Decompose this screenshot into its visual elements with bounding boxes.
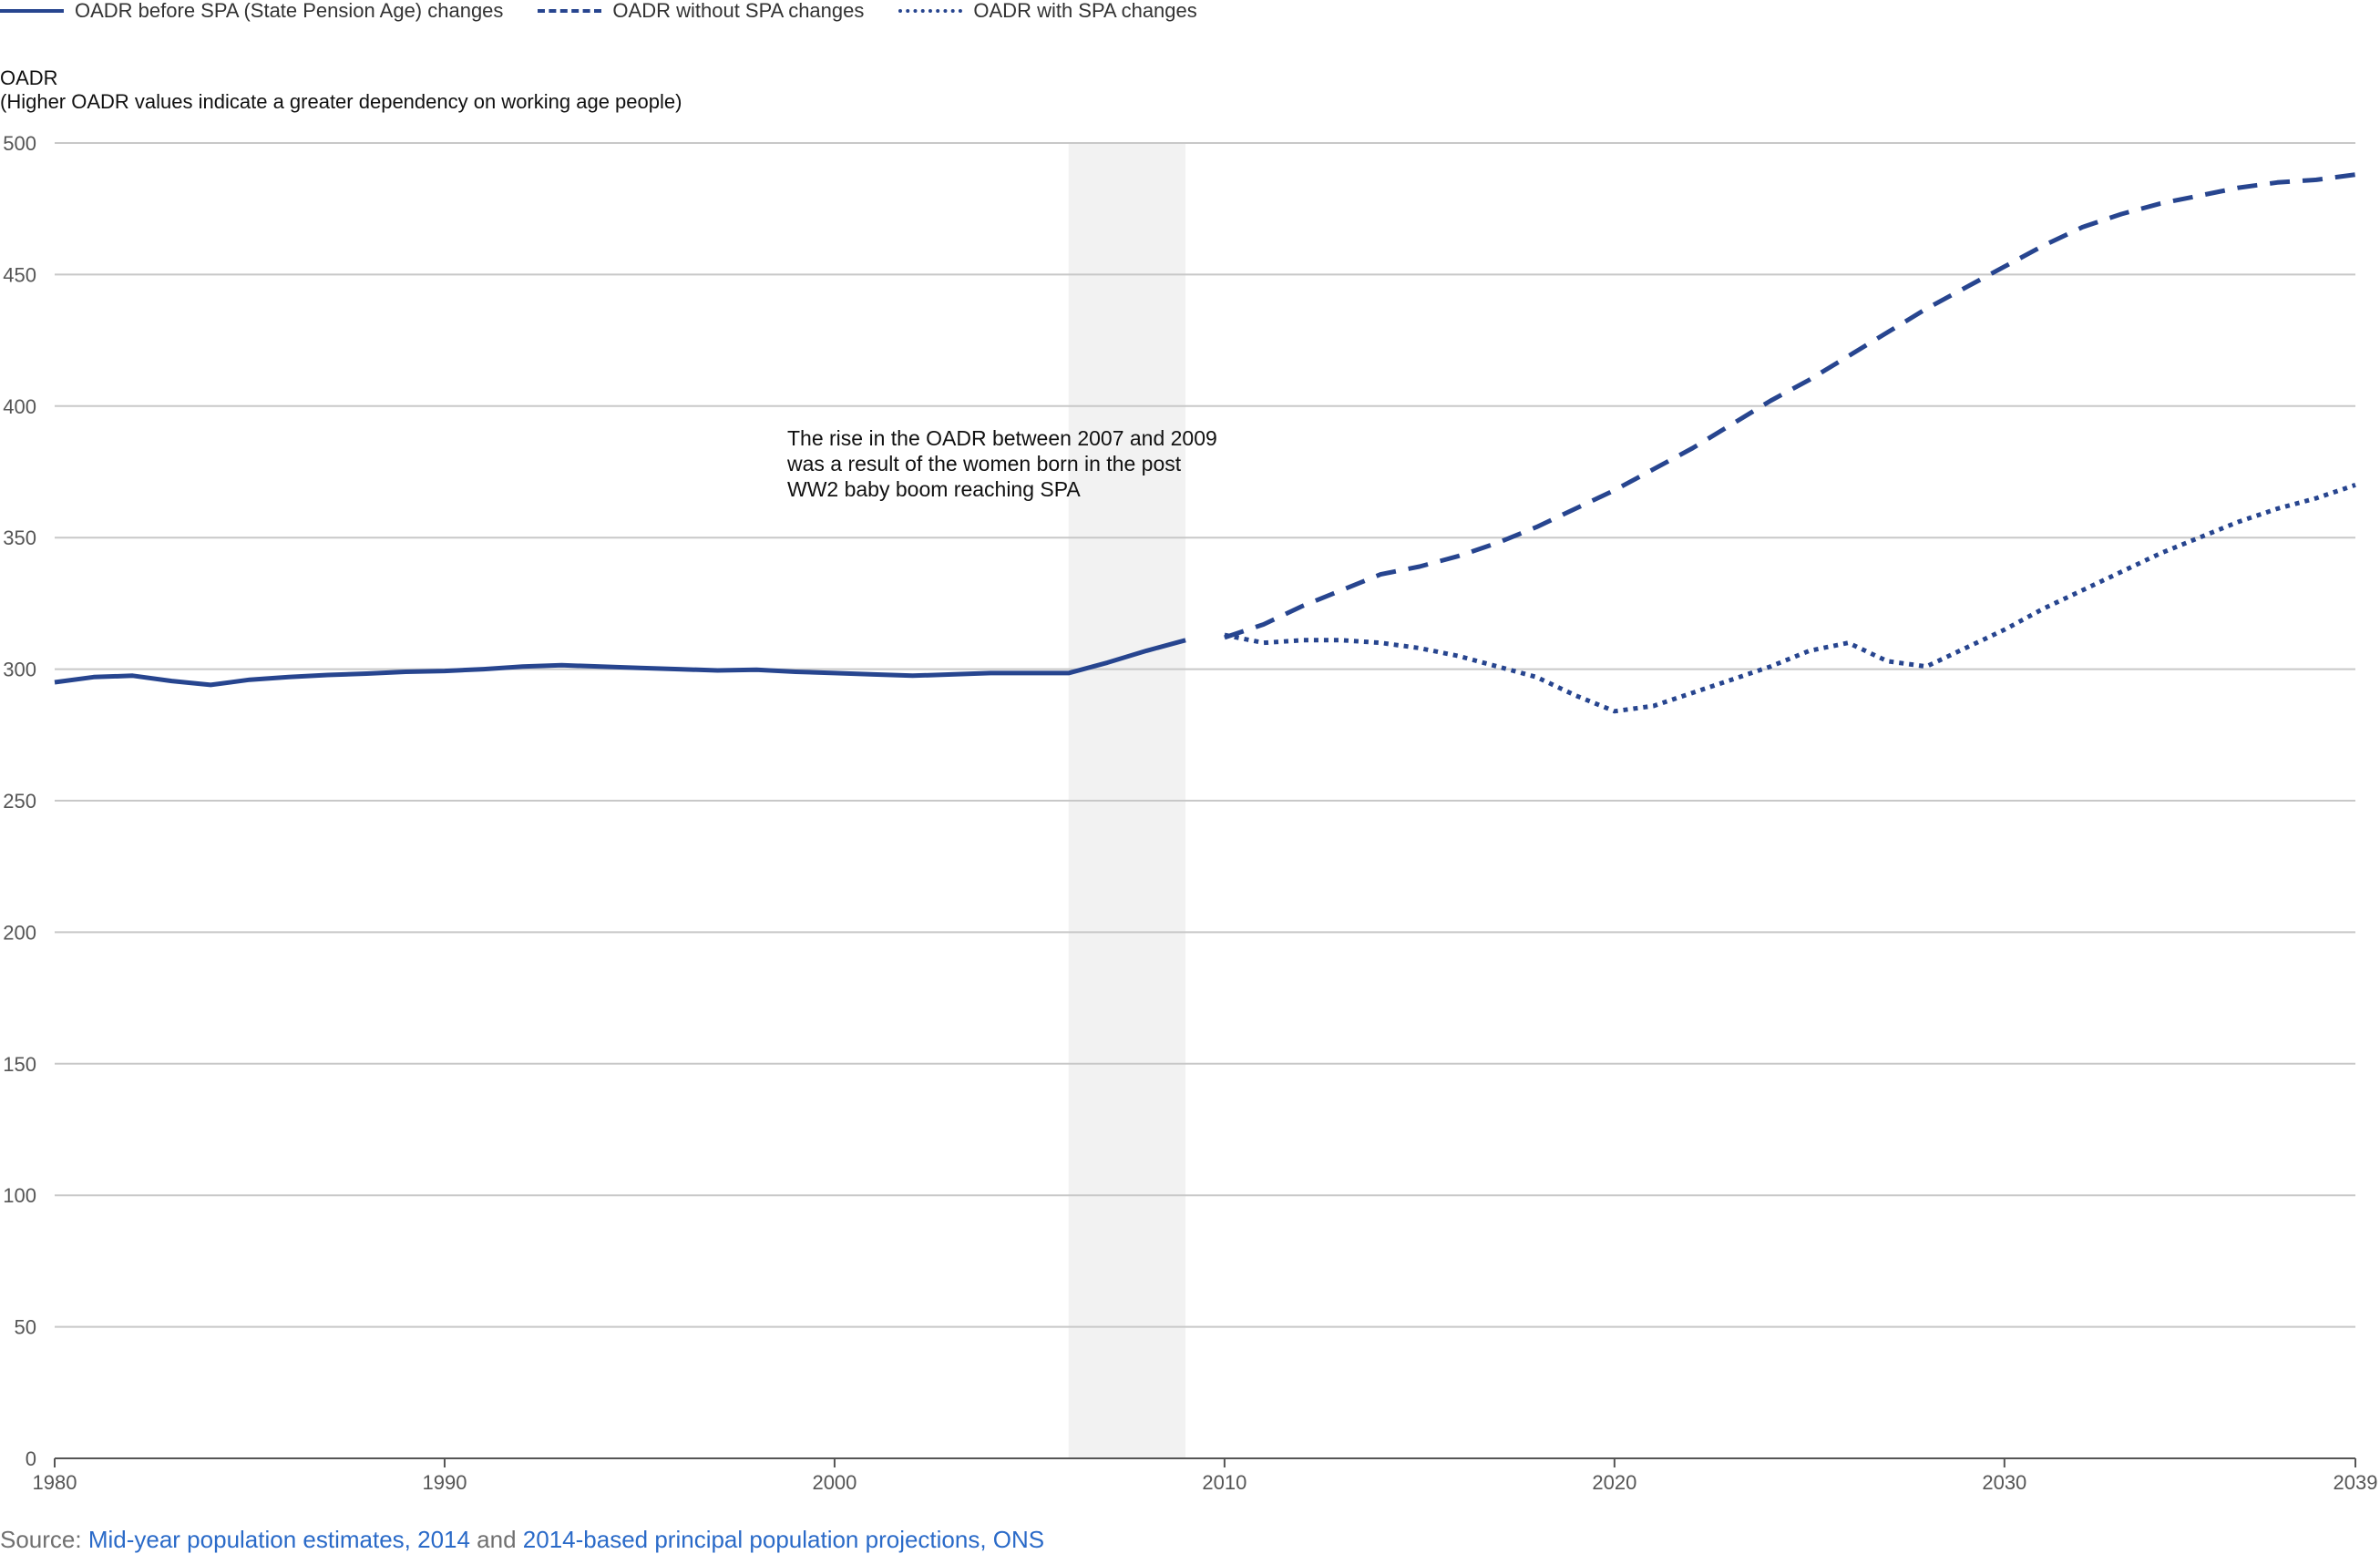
series-line-dashed (1224, 172, 2356, 640)
legend-item-without[interactable]: OADR without SPA changes (538, 0, 864, 23)
y-tick-label: 450 (3, 263, 36, 286)
solid-line-swatch-icon (0, 9, 64, 13)
x-tick-label: 2000 (812, 1471, 857, 1494)
y-tick-label: 150 (3, 1053, 36, 1076)
y-tick-label: 400 (3, 395, 36, 418)
line-chart: 0 50 100 150 200 250 300 350 400 450 500 1980 1990 20… (3, 132, 2378, 1494)
source-middle: and (469, 1526, 523, 1553)
annotation-line: WW2 baby boom reaching SPA (787, 477, 1081, 501)
y-axis-label: OADR (Higher OADR values indicate a grea… (0, 66, 682, 114)
x-tick-label: 2030 (1982, 1471, 2026, 1494)
annotation-line: The rise in the OADR between 2007 and 20… (787, 426, 1217, 450)
y-axis-title: OADR (0, 66, 58, 89)
legend: OADR before SPA (State Pension Age) chan… (0, 0, 1232, 22)
source-prefix: Source: (0, 1526, 88, 1553)
dotted-line-swatch-icon (898, 9, 963, 13)
series-line-solid (54, 638, 1186, 688)
y-tick-label: 500 (3, 132, 36, 155)
source-link-estimates[interactable]: Mid-year population estimates, 2014 (87, 1526, 470, 1553)
legend-label-before: OADR before SPA (State Pension Age) chan… (75, 0, 504, 22)
legend-item-before[interactable]: OADR before SPA (State Pension Age) chan… (0, 0, 503, 23)
legend-item-with[interactable]: OADR with SPA changes (898, 0, 1197, 23)
y-tick-label: 250 (3, 790, 36, 813)
x-tick-label: 2020 (1592, 1471, 1636, 1494)
x-tick-label: 2039 (2334, 1471, 2378, 1494)
dashed-line-swatch-icon (538, 9, 602, 13)
y-tick-label: 200 (3, 921, 36, 944)
annotation-line: was a result of the women born in the po… (786, 452, 1182, 475)
source-note: Source: Mid-year population estimates, 2… (0, 1526, 1044, 1554)
legend-label-with: OADR with SPA changes (973, 0, 1197, 22)
y-tick-label: 0 (26, 1447, 36, 1470)
y-tick-label: 300 (3, 659, 36, 681)
series-line-dotted (1224, 483, 2356, 714)
x-tick-label: 1980 (33, 1471, 77, 1494)
y-tick-label: 100 (3, 1184, 36, 1207)
y-tick-label: 50 (15, 1316, 36, 1339)
y-axis-subtitle: (Higher OADR values indicate a greater d… (0, 90, 682, 113)
y-tick-label: 350 (3, 527, 36, 549)
x-tick-label: 2010 (1202, 1471, 1246, 1494)
source-link-projections[interactable]: 2014-based principal population projecti… (522, 1526, 1045, 1553)
x-tick-label: 1990 (422, 1471, 467, 1494)
legend-label-without: OADR without SPA changes (612, 0, 865, 22)
